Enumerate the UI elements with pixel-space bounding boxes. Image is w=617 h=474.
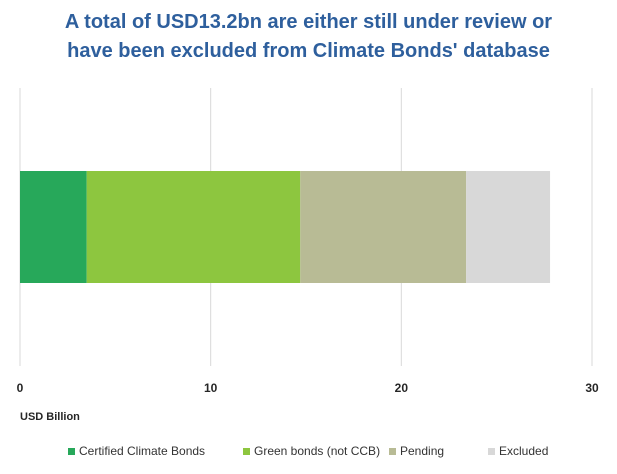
bar-segment-green-bonds-not-ccb <box>86 171 301 283</box>
legend-label: Green bonds (not CCB) <box>254 444 381 458</box>
x-tick-label: 0 <box>17 381 24 395</box>
legend-item: Excluded <box>488 443 548 459</box>
legend-label: Excluded <box>499 444 549 458</box>
x-axis-title: USD Billion <box>20 411 80 423</box>
legend-item: Pending <box>389 443 444 459</box>
bar-segment-excluded <box>466 171 551 283</box>
chart-title-line-1: A total of USD13.2bn are either still un… <box>64 11 553 33</box>
legend-swatch <box>389 447 396 455</box>
legend: Certified Climate Bonds Green bonds (not … <box>0 443 617 463</box>
legend-item: Certified Climate Bonds <box>68 443 205 459</box>
legend-label: Pending <box>400 444 445 458</box>
x-tick-label: 20 <box>395 381 409 395</box>
legend-label: Certified Climate Bonds <box>79 444 206 458</box>
legend-swatch <box>68 447 75 455</box>
chart-title-line-2: have been excluded from Climate Bonds' d… <box>67 40 550 62</box>
legend-item: Green bonds (not CCB) <box>243 443 380 459</box>
x-tick-label: 10 <box>204 381 218 395</box>
chart-title: A total of USD13.2bn are either still un… <box>0 8 617 66</box>
bar-segment-pending <box>300 171 467 283</box>
bar-segment-certified-climate-bonds <box>20 171 87 283</box>
legend-swatch <box>243 447 250 455</box>
legend-swatch <box>488 447 495 455</box>
x-tick-label: 30 <box>585 381 599 395</box>
